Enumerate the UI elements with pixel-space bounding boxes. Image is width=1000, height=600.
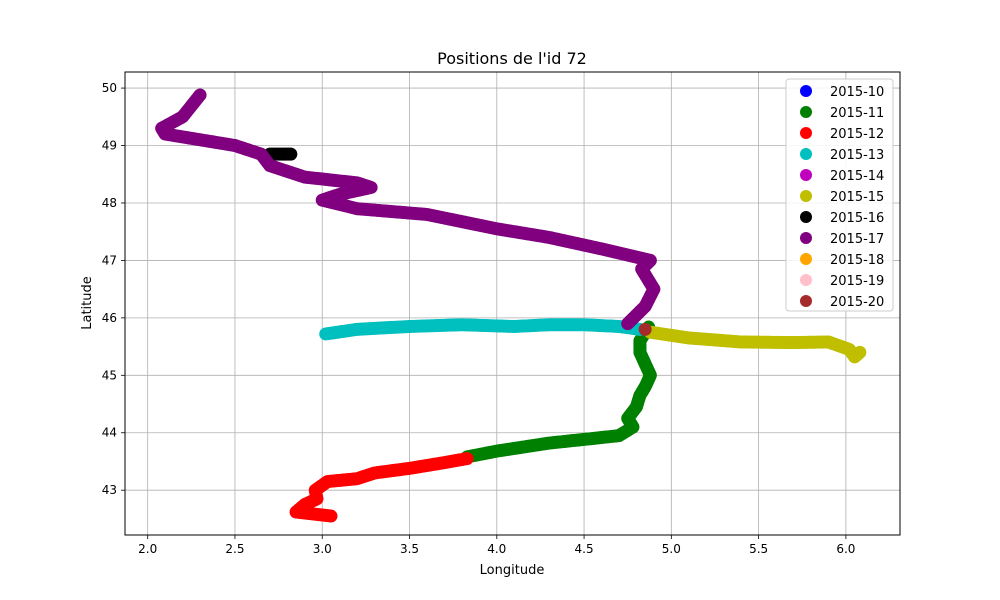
y-tick-label: 49 <box>102 139 117 153</box>
legend-marker <box>800 85 812 97</box>
data-point <box>193 88 207 102</box>
y-tick-label: 44 <box>102 426 117 440</box>
x-axis-title: Longitude <box>480 563 545 578</box>
x-tick-label: 3.0 <box>313 542 332 556</box>
series-2015-17 <box>155 88 661 331</box>
y-tick-label: 50 <box>102 81 117 95</box>
legend-label: 2015-11 <box>830 106 884 121</box>
x-axis-ticks: 2.0 2.5 3.0 3.5 4.0 4.5 5.0 5.5 6.0 <box>138 535 855 556</box>
x-tick-label: 4.5 <box>575 542 594 556</box>
legend-label: 2015-10 <box>830 85 884 100</box>
x-tick-label: 5.5 <box>749 542 768 556</box>
series-2015-12 <box>289 452 474 523</box>
plot-frame <box>124 71 901 536</box>
y-tick-label: 43 <box>102 483 117 497</box>
y-tick-label: 45 <box>102 368 117 382</box>
data-points <box>155 88 867 523</box>
y-tick-label: 46 <box>102 311 117 325</box>
legend-marker <box>800 190 812 202</box>
legend-marker <box>800 127 812 139</box>
data-point <box>853 345 867 359</box>
y-axis-ticks: 43 44 45 46 47 48 49 50 <box>102 81 125 497</box>
legend-label: 2015-17 <box>830 232 884 247</box>
data-point <box>460 452 474 466</box>
legend-label: 2015-13 <box>830 148 884 163</box>
legend-label: 2015-16 <box>830 211 884 226</box>
series-2015-16 <box>263 147 298 161</box>
x-tick-label: 5.0 <box>662 542 681 556</box>
x-tick-label: 4.0 <box>487 542 506 556</box>
legend-label: 2015-14 <box>830 169 884 184</box>
legend-label: 2015-20 <box>830 295 884 310</box>
legend-marker <box>800 106 812 118</box>
y-tick-label: 48 <box>102 196 117 210</box>
data-point <box>284 147 298 161</box>
data-point <box>638 322 652 336</box>
legend-marker <box>800 253 812 265</box>
legend-marker <box>800 274 812 286</box>
legend-label: 2015-19 <box>830 274 884 289</box>
legend-marker <box>800 211 812 223</box>
legend-label: 2015-18 <box>830 253 884 268</box>
legend-label: 2015-15 <box>830 190 884 205</box>
series-2015-20 <box>638 322 652 336</box>
legend-marker <box>800 232 812 244</box>
y-axis-title: Latitude <box>80 276 95 330</box>
x-tick-label: 2.0 <box>138 542 157 556</box>
x-tick-label: 3.5 <box>400 542 419 556</box>
legend-marker <box>800 295 812 307</box>
x-tick-label: 6.0 <box>836 542 855 556</box>
legend-label: 2015-12 <box>830 127 884 142</box>
legend-marker <box>800 169 812 181</box>
series-2015-15 <box>643 325 867 364</box>
x-tick-label: 2.5 <box>225 542 244 556</box>
legend-box <box>785 78 894 312</box>
y-tick-label: 47 <box>102 253 117 267</box>
chart-title: Positions de l'id 72 <box>437 49 587 68</box>
legend: 2015-10 2015-11 2015-12 2015-13 2015-14 2015-… <box>785 78 894 312</box>
legend-marker <box>800 148 812 160</box>
